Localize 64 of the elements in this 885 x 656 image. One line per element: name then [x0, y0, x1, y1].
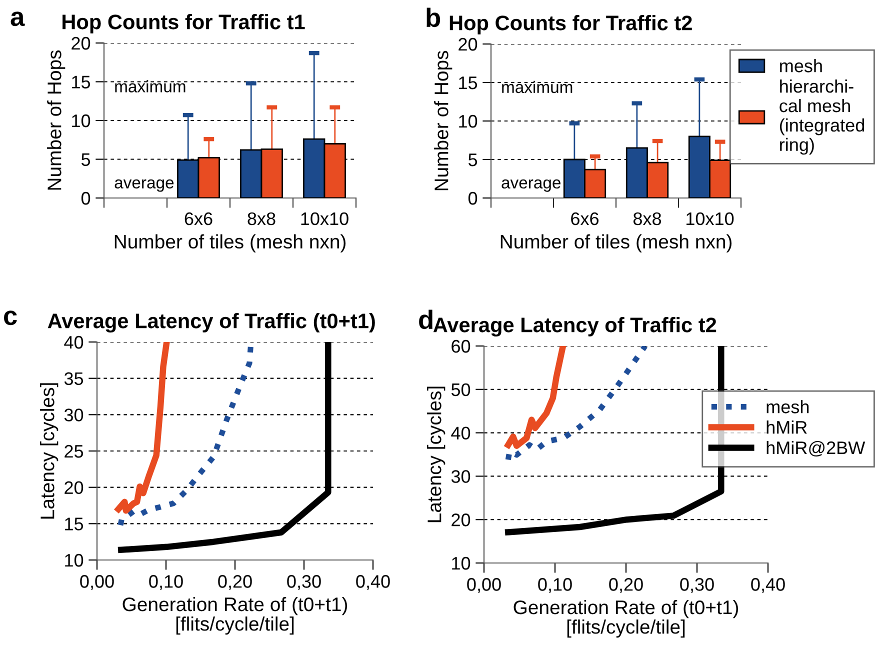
x-tick-label: 0,30 [680, 578, 714, 593]
legend-label: mesh [780, 59, 822, 72]
y-axis-title: Latency [cycles] [427, 386, 446, 522]
y-tick-label: 15 [65, 518, 84, 530]
chart-title: Average Latency of Traffic (t0+t1) [48, 313, 375, 333]
y-tick-label: 20 [458, 38, 478, 51]
annotation: maximum [115, 80, 186, 92]
legend-label: mesh [766, 400, 809, 414]
x-tick-label: 0,00 [80, 575, 114, 590]
y-tick-label: 10 [452, 556, 470, 570]
y-tick-label: 0 [468, 192, 478, 205]
y-tick-label: 0 [81, 192, 90, 205]
x-tick-label: 0,00 [467, 578, 501, 593]
x-tick-label: 8x8 [248, 212, 276, 226]
x-tick-label: 10x10 [686, 212, 734, 226]
chart-title: Hop Counts for Traffic t2 [450, 15, 692, 34]
text: a [10, 12, 25, 26]
annotation: maximum [502, 80, 572, 94]
y-tick-label: 10 [65, 554, 84, 567]
y-tick-label: 60 [452, 340, 470, 353]
x-tick-label: 0,10 [149, 575, 183, 590]
chart-title: Average Latency of Traffic t2 [433, 317, 716, 337]
text: c [4, 310, 17, 326]
x-tick-label: 0,40 [356, 575, 390, 590]
x-tick-label: 6x6 [184, 212, 212, 226]
x-tick-label: 0,20 [609, 578, 643, 593]
x-axis-title: Number of tiles (mesh nxn) [500, 234, 732, 252]
x-tick-label: 0,40 [751, 578, 785, 593]
y-axis-title: Number of Hops [47, 50, 66, 190]
annotation: average [114, 179, 174, 192]
text: b [426, 8, 440, 28]
y-tick-label: 30 [64, 408, 84, 422]
y-tick-label: 50 [451, 383, 470, 396]
y-tick-label: 15 [459, 76, 478, 90]
x-axis-title: Generation Rate of (t0+t1) [flits/cycle/tile] [514, 600, 738, 638]
y-axis-title: Number of Hops [434, 50, 452, 190]
legend-label: hMiR@2BW [766, 440, 866, 457]
y-tick-label: 10 [72, 114, 90, 128]
x-tick-label: 0,20 [218, 575, 252, 590]
y-tick-label: 20 [72, 36, 90, 50]
legend-label: hMiR [766, 420, 807, 434]
x-tick-label: 6x6 [571, 212, 599, 226]
y-tick-label: 10 [459, 114, 478, 128]
y-tick-label: 5 [81, 153, 90, 166]
legend-label: hierarchi- cal mesh (integrated ring) [780, 80, 864, 155]
y-tick-label: 5 [468, 154, 478, 166]
x-tick-label: 0,30 [287, 575, 321, 590]
x-axis-title: Generation Rate of (t0+t1) [flits/cycle/tile] [122, 596, 348, 635]
y-tick-label: 20 [64, 481, 84, 494]
text: d [419, 310, 432, 330]
y-tick-label: 40 [64, 336, 84, 349]
y-tick-label: 40 [451, 426, 470, 440]
x-tick-label: 8x8 [633, 212, 662, 226]
y-tick-label: 20 [452, 514, 470, 526]
x-axis-title: Number of tiles (mesh nxn) [114, 234, 346, 252]
y-tick-label: 25 [64, 444, 84, 458]
y-tick-label: 30 [451, 470, 470, 483]
y-tick-label: 35 [64, 372, 84, 386]
x-tick-label: 0,10 [538, 578, 572, 593]
y-axis-title: Latency [cycles] [40, 383, 58, 519]
chart-title: Hop Counts for Traffic t1 [62, 14, 305, 34]
annotation: average [502, 179, 560, 192]
x-tick-label: 10x10 [301, 212, 348, 226]
y-tick-label: 15 [72, 76, 90, 88]
